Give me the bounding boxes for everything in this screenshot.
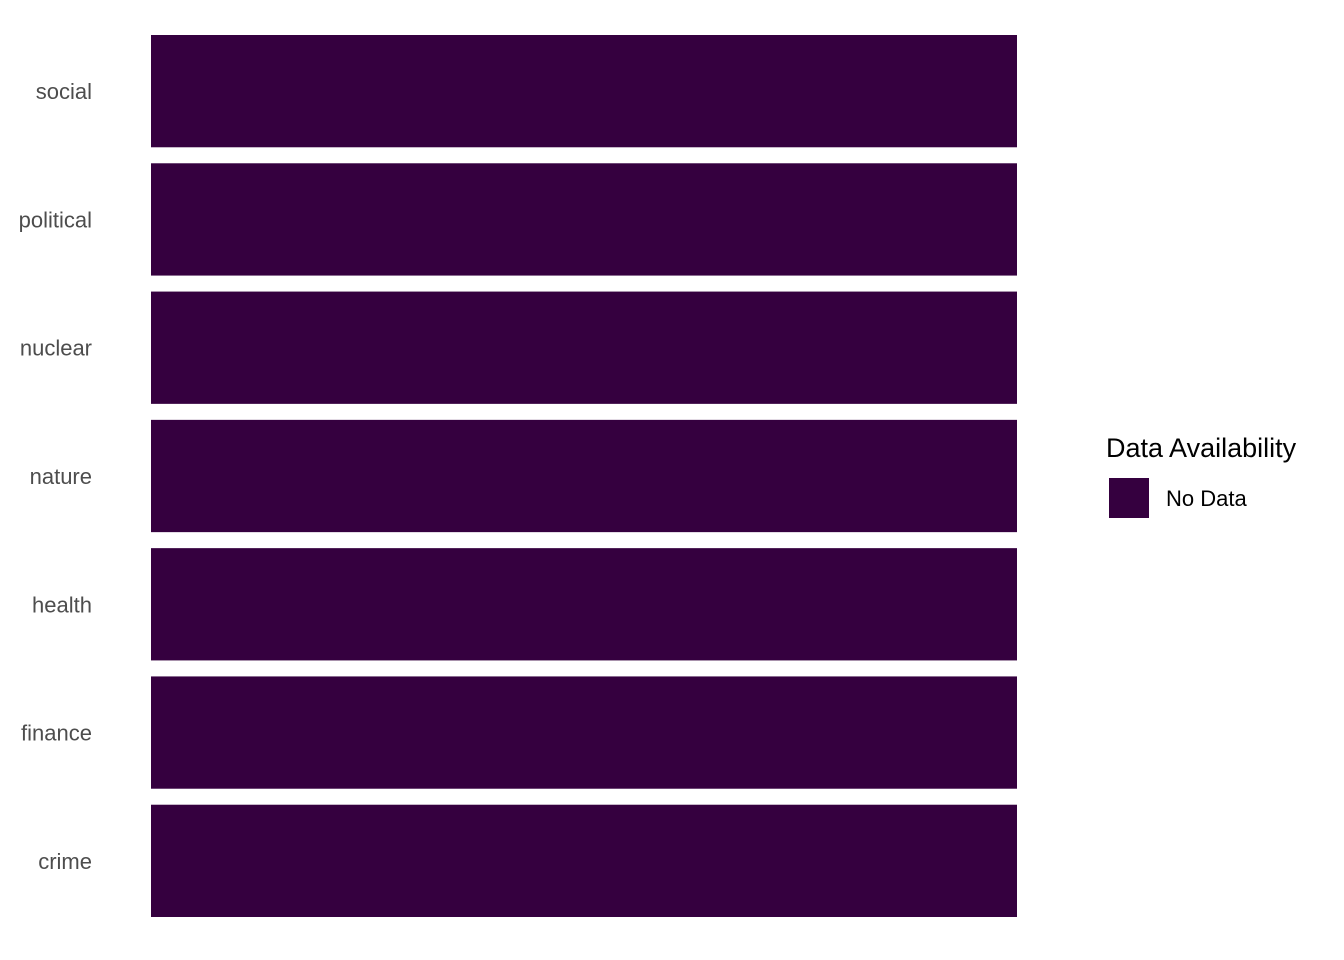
y-tick-label-health: health <box>32 592 92 617</box>
heatmap-cells <box>151 35 1017 917</box>
legend-swatch-no-data <box>1109 478 1149 518</box>
heatmap-cell-political <box>151 163 1017 276</box>
y-tick-label-political: political <box>19 207 92 232</box>
y-tick-label-social: social <box>36 79 92 104</box>
legend: Data Availability No Data <box>1106 433 1297 518</box>
legend-title: Data Availability <box>1106 433 1297 463</box>
y-tick-label-nuclear: nuclear <box>20 336 92 361</box>
y-tick-label-crime: crime <box>38 849 92 874</box>
y-tick-label-nature: nature <box>30 464 92 489</box>
heatmap-cell-health <box>151 548 1017 661</box>
legend-label-no-data: No Data <box>1166 486 1247 511</box>
y-tick-label-finance: finance <box>21 721 92 746</box>
y-axis-tick-labels: social political nuclear nature health financ… <box>19 79 92 874</box>
heatmap-cell-nuclear <box>151 291 1017 404</box>
heatmap-cell-social <box>151 35 1017 148</box>
heatmap-cell-finance <box>151 676 1017 789</box>
heatmap-cell-crime <box>151 804 1017 917</box>
heatmap-cell-nature <box>151 419 1017 533</box>
